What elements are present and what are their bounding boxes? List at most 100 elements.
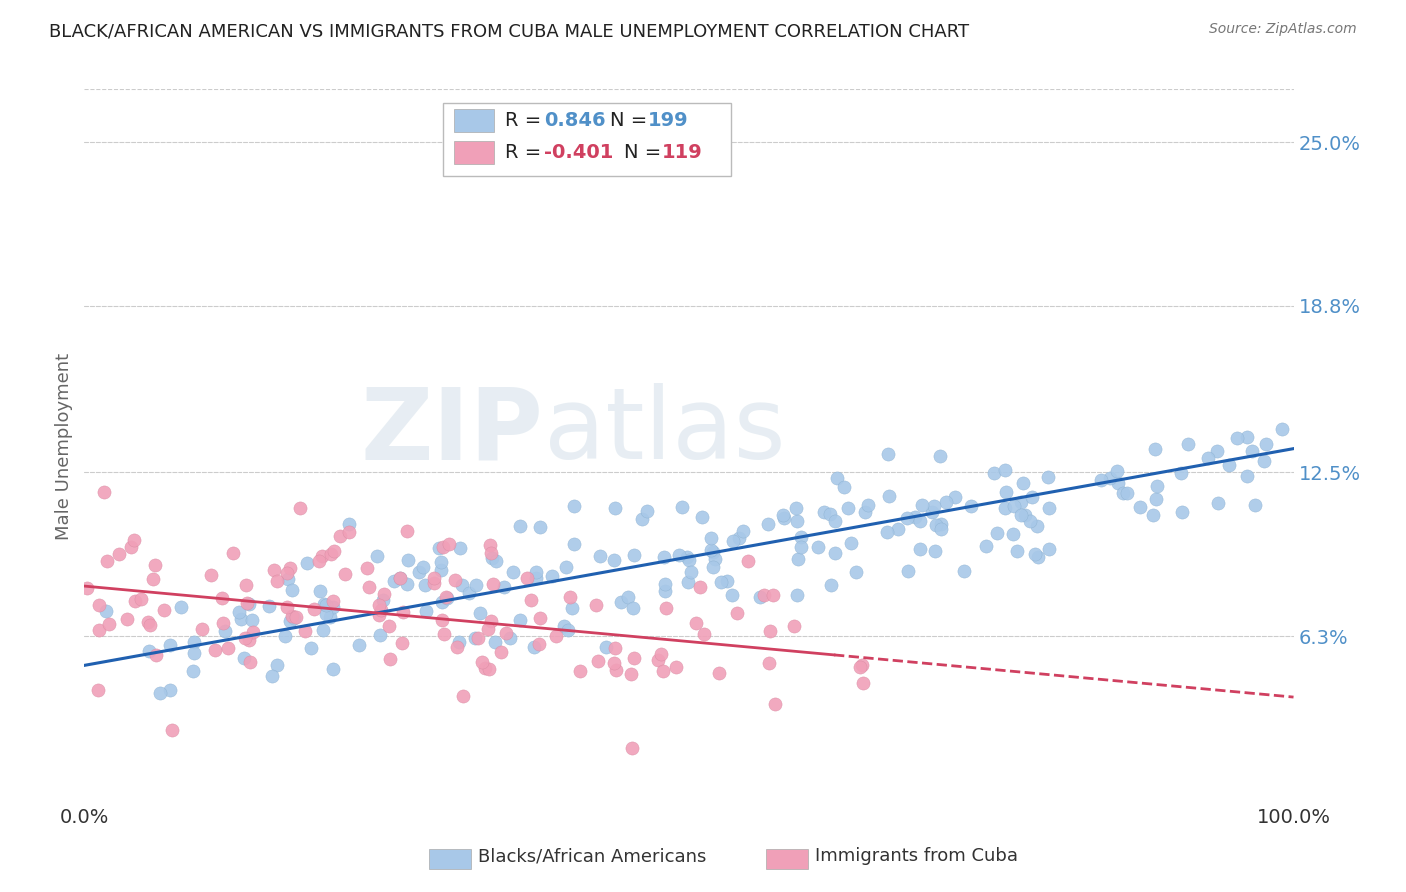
Point	[122, 533, 145, 547]
Point	[665, 660, 688, 674]
Point	[595, 640, 617, 654]
Point	[1241, 444, 1264, 458]
Point	[689, 580, 711, 594]
Point	[124, 594, 146, 608]
Point	[562, 499, 585, 513]
Point	[1026, 519, 1049, 533]
Point	[233, 631, 256, 645]
Text: ZIP: ZIP	[361, 384, 544, 480]
Point	[285, 610, 308, 624]
Point	[183, 665, 205, 679]
Point	[617, 590, 640, 604]
Point	[704, 552, 727, 566]
Point	[710, 574, 733, 589]
Point	[986, 526, 1008, 541]
Point	[495, 625, 517, 640]
Point	[700, 531, 723, 545]
Point	[366, 549, 388, 564]
Point	[238, 597, 260, 611]
Point	[676, 550, 699, 565]
Point	[183, 646, 205, 660]
Point	[786, 588, 808, 602]
Point	[620, 740, 643, 755]
Point	[772, 508, 794, 522]
Point	[1197, 451, 1219, 466]
Point	[737, 554, 759, 568]
Point	[762, 588, 785, 602]
Point	[145, 648, 167, 662]
Point	[759, 624, 782, 639]
Point	[312, 597, 335, 611]
Point	[235, 596, 257, 610]
Point	[1144, 442, 1167, 456]
Point	[1146, 479, 1168, 493]
Point	[290, 501, 312, 516]
Point	[825, 471, 848, 485]
Point	[935, 495, 957, 509]
Point	[561, 600, 583, 615]
Point	[721, 534, 744, 549]
Point	[529, 520, 551, 534]
Point	[1014, 508, 1036, 523]
Point	[943, 490, 966, 504]
Point	[373, 593, 395, 607]
Point	[509, 519, 531, 533]
Point	[311, 623, 333, 637]
Point	[773, 510, 796, 524]
Point	[257, 599, 280, 614]
Point	[1090, 473, 1112, 487]
Point	[837, 501, 859, 516]
Text: R =: R =	[505, 111, 547, 130]
Point	[1105, 464, 1128, 478]
Point	[1170, 466, 1192, 480]
Point	[527, 637, 550, 651]
Point	[413, 578, 436, 592]
Point	[395, 577, 418, 591]
Point	[1036, 469, 1059, 483]
Point	[509, 614, 531, 628]
Point	[1026, 549, 1049, 564]
Point	[877, 489, 900, 503]
Point	[333, 567, 356, 582]
Point	[131, 592, 153, 607]
Point	[449, 541, 471, 555]
Point	[149, 685, 172, 699]
Point	[931, 522, 953, 536]
Point	[323, 543, 346, 558]
Point	[228, 605, 250, 619]
Point	[229, 612, 252, 626]
Point	[520, 593, 543, 607]
Point	[1144, 491, 1167, 506]
Point	[356, 561, 378, 575]
Point	[908, 541, 931, 556]
Point	[120, 540, 142, 554]
Point	[1253, 454, 1275, 468]
Point	[494, 580, 516, 594]
Point	[960, 499, 983, 513]
Point	[1099, 471, 1122, 485]
Point	[655, 600, 678, 615]
Point	[191, 622, 214, 636]
Point	[159, 638, 181, 652]
Text: 199: 199	[648, 111, 689, 130]
Point	[786, 515, 808, 529]
Point	[994, 500, 1017, 515]
Point	[620, 666, 643, 681]
Point	[727, 531, 749, 545]
Point	[852, 675, 875, 690]
Point	[108, 547, 131, 561]
Point	[481, 550, 503, 565]
Point	[266, 657, 288, 672]
Text: N =: N =	[610, 111, 654, 130]
Point	[434, 590, 457, 604]
Point	[921, 505, 943, 519]
Point	[491, 645, 513, 659]
Point	[856, 498, 879, 512]
Point	[433, 627, 456, 641]
Point	[569, 665, 592, 679]
Point	[652, 664, 675, 678]
Point	[623, 548, 645, 562]
Text: N =: N =	[624, 143, 668, 162]
Point	[623, 650, 645, 665]
Point	[676, 575, 699, 590]
